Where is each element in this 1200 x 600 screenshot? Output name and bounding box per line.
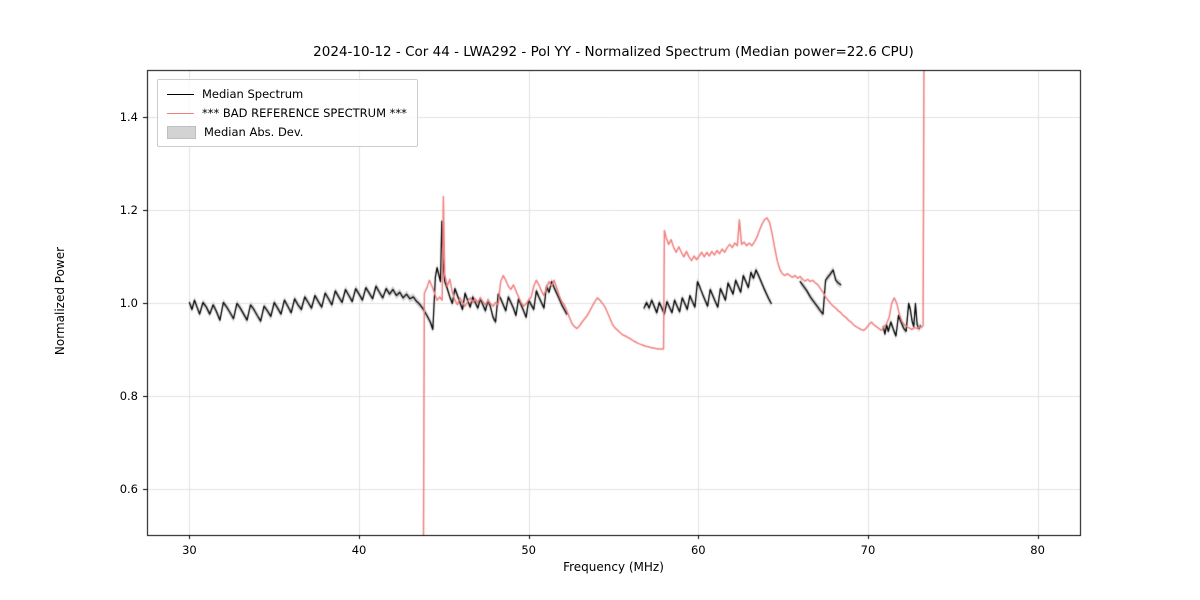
median-spectrum-line-icon: [167, 93, 194, 95]
x-tick-label: 60: [690, 543, 706, 557]
y-axis-label: Normalized Power: [53, 246, 67, 356]
median-abs-dev-patch-icon: [167, 125, 196, 139]
legend-label-median-abs-dev: Median Abs. Dev.: [204, 125, 304, 139]
bad-reference-line-icon: [167, 112, 194, 114]
legend: Median Spectrum *** BAD REFERENCE SPECTR…: [157, 79, 418, 147]
x-axis-label: Frequency (MHz): [563, 560, 664, 574]
y-tick-label: 0.8: [119, 388, 138, 403]
legend-item-median-spectrum: Median Spectrum: [167, 87, 407, 101]
x-tick-label: 50: [521, 543, 536, 557]
y-tick-label: 0.6: [119, 481, 138, 496]
y-tick-label: 1.4: [119, 109, 138, 124]
x-tick-label: 80: [1030, 543, 1045, 557]
chart-title: 2024-10-12 - Cor 44 - LWA292 - Pol YY - …: [313, 44, 914, 60]
legend-label-median-spectrum: Median Spectrum: [202, 87, 304, 101]
x-tick-label: 70: [860, 543, 876, 557]
y-tick-label: 1.0: [119, 295, 138, 310]
y-tick-label: 1.2: [119, 202, 138, 217]
legend-item-bad-reference: *** BAD REFERENCE SPECTRUM ***: [167, 106, 407, 120]
legend-label-bad-reference: *** BAD REFERENCE SPECTRUM ***: [202, 106, 407, 120]
x-tick-label: 40: [351, 543, 367, 557]
x-tick-label: 30: [182, 543, 197, 557]
legend-item-median-abs-dev: Median Abs. Dev.: [167, 125, 407, 139]
